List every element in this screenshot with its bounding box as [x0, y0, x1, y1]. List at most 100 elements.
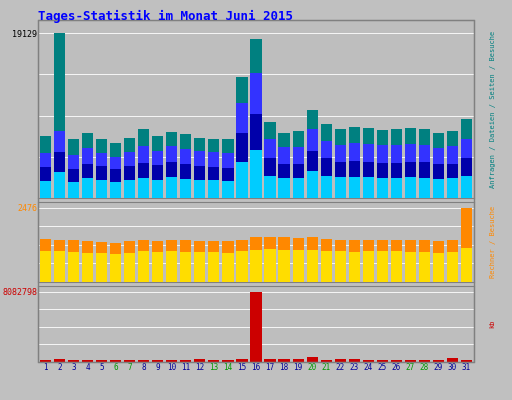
Bar: [138, 240, 150, 282]
Bar: [461, 140, 472, 198]
Bar: [405, 240, 416, 282]
Text: Anfragen / Dateien / Seiten / Besuche: Anfragen / Dateien / Seiten / Besuche: [489, 30, 496, 188]
Bar: [349, 252, 360, 282]
Bar: [349, 143, 360, 198]
Bar: [391, 252, 402, 282]
Text: Rechner / Besuche: Rechner / Besuche: [489, 206, 496, 278]
Bar: [110, 360, 121, 362]
Bar: [447, 240, 458, 282]
Bar: [307, 152, 318, 198]
Bar: [335, 359, 346, 362]
Bar: [208, 180, 220, 198]
Bar: [279, 132, 290, 198]
Bar: [166, 132, 177, 198]
Bar: [250, 39, 262, 198]
Bar: [419, 178, 430, 198]
Bar: [166, 162, 177, 198]
Bar: [82, 178, 93, 198]
Bar: [279, 238, 290, 282]
Bar: [194, 180, 205, 198]
Bar: [377, 240, 388, 282]
Bar: [237, 103, 248, 198]
Bar: [208, 241, 220, 282]
Bar: [419, 129, 430, 198]
Bar: [447, 252, 458, 282]
Bar: [124, 241, 135, 282]
Bar: [68, 360, 79, 362]
Bar: [180, 179, 191, 198]
Bar: [138, 360, 150, 362]
Bar: [208, 360, 220, 362]
Bar: [461, 176, 472, 198]
Bar: [110, 243, 121, 282]
Bar: [152, 252, 163, 282]
Bar: [82, 132, 93, 198]
Bar: [82, 148, 93, 198]
Bar: [222, 181, 233, 198]
Bar: [335, 177, 346, 198]
Bar: [279, 250, 290, 282]
Bar: [110, 254, 121, 282]
Bar: [279, 178, 290, 198]
Bar: [96, 166, 107, 198]
Bar: [447, 131, 458, 198]
Bar: [250, 150, 262, 198]
Bar: [250, 73, 262, 198]
Bar: [96, 138, 107, 198]
Bar: [391, 129, 402, 198]
Bar: [250, 238, 262, 282]
Bar: [237, 240, 248, 282]
Bar: [68, 182, 79, 198]
Bar: [40, 181, 51, 198]
Bar: [152, 151, 163, 198]
Bar: [152, 136, 163, 198]
Bar: [194, 241, 205, 282]
Bar: [264, 237, 275, 282]
Bar: [377, 163, 388, 198]
Bar: [447, 146, 458, 198]
Bar: [377, 251, 388, 282]
Bar: [447, 178, 458, 198]
Bar: [208, 152, 220, 198]
Bar: [138, 146, 150, 198]
Bar: [194, 152, 205, 198]
Bar: [54, 240, 65, 282]
Bar: [152, 165, 163, 198]
Bar: [433, 360, 444, 362]
Bar: [461, 158, 472, 198]
Bar: [180, 360, 191, 362]
Bar: [40, 167, 51, 198]
Bar: [307, 171, 318, 198]
Bar: [264, 176, 275, 198]
Bar: [152, 180, 163, 198]
Bar: [362, 162, 374, 198]
Bar: [433, 241, 444, 282]
Bar: [433, 132, 444, 198]
Bar: [166, 240, 177, 282]
Bar: [166, 146, 177, 198]
Bar: [405, 360, 416, 362]
Bar: [96, 153, 107, 198]
Bar: [54, 359, 65, 362]
Bar: [349, 177, 360, 198]
Text: kb: kb: [489, 320, 496, 328]
Bar: [250, 292, 262, 362]
Bar: [208, 167, 220, 198]
Bar: [377, 178, 388, 198]
Bar: [68, 252, 79, 282]
Bar: [307, 250, 318, 282]
Bar: [237, 162, 248, 198]
Bar: [349, 127, 360, 198]
Bar: [377, 146, 388, 198]
Bar: [391, 360, 402, 362]
Bar: [321, 124, 332, 198]
Bar: [166, 177, 177, 198]
Bar: [180, 134, 191, 198]
Bar: [405, 144, 416, 198]
Bar: [461, 119, 472, 198]
Bar: [237, 252, 248, 282]
Bar: [124, 138, 135, 198]
Bar: [208, 252, 220, 282]
Bar: [40, 250, 51, 282]
Bar: [208, 138, 220, 198]
